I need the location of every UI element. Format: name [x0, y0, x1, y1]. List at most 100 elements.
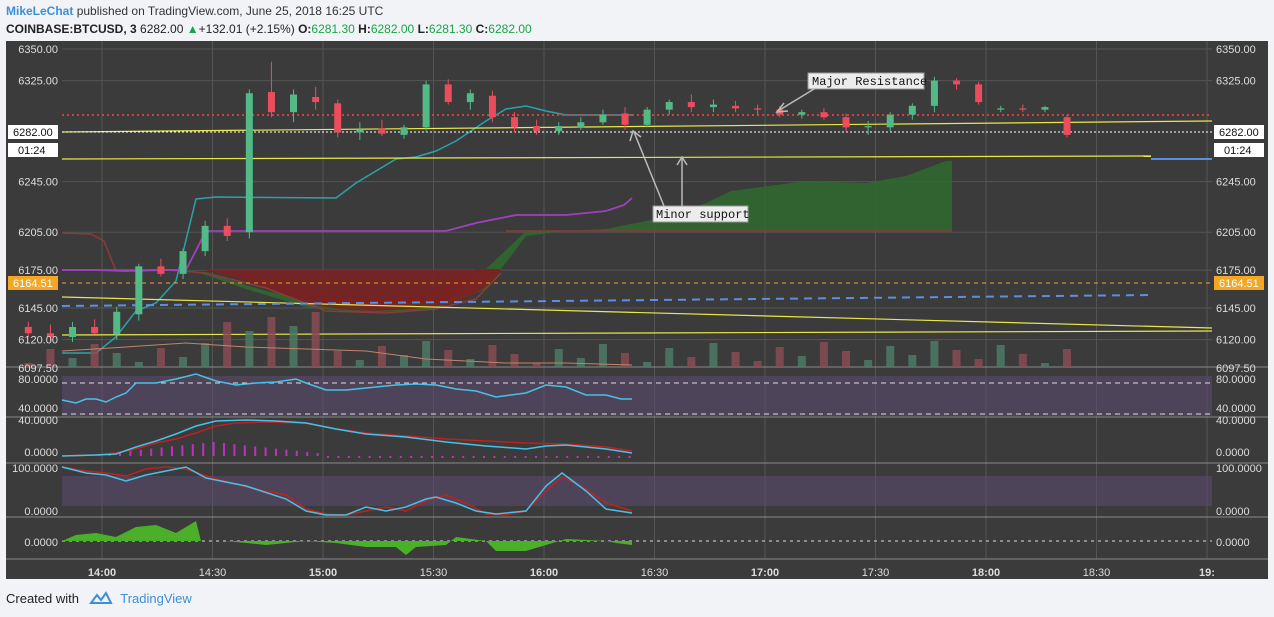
candle-body [378, 128, 386, 134]
stoch-d-line [61, 466, 633, 516]
blue-dashed-line [61, 294, 1152, 307]
volume-bar [532, 363, 541, 367]
price-change: +132.01 (+2.15%) [198, 22, 295, 36]
ao-histogram-positive [62, 521, 201, 541]
volume-bar [156, 348, 165, 367]
rsi-line [61, 373, 632, 404]
candle-body [113, 311, 121, 335]
candle-body [643, 109, 651, 125]
annotation-major-resistance[interactable]: Major Resistance [775, 72, 927, 113]
candle-body [466, 93, 474, 103]
time-tick: 18:30 [1083, 567, 1111, 579]
osc-tick-left: 100.0000 [12, 463, 58, 475]
osc-tick-right: 0.0000 [1216, 506, 1250, 518]
volume-bar [1040, 363, 1049, 367]
time-tick: 15:30 [420, 567, 448, 579]
candle-body [754, 108, 762, 110]
candle-body [422, 84, 430, 128]
candle-body [135, 266, 143, 315]
chart-canvas[interactable]: Major Resistance Minor support 6350.00 63… [6, 41, 1268, 579]
marked-level-label: 6164.51 [13, 278, 53, 290]
macd-line [61, 419, 633, 457]
ao-histogram-negative [226, 537, 632, 555]
volume-bar [46, 349, 55, 367]
trendline-descending [61, 296, 1213, 329]
current-price-box [1214, 125, 1264, 139]
price-tick-left: 6325.00 [18, 76, 58, 88]
volume-bar [245, 331, 254, 367]
footer: Created with TradingView [6, 591, 192, 606]
current-price-label: 6282.00 [1219, 127, 1259, 139]
publish-header: MikeLeChat published on TradingView.com,… [6, 4, 383, 18]
volume-bar [819, 342, 828, 367]
time-tick: 18:00 [972, 567, 1000, 579]
rsi-band [62, 376, 1212, 416]
countdown-label: 01:24 [18, 145, 46, 157]
countdown-label: 01:24 [1224, 145, 1252, 157]
candle-body [599, 114, 607, 123]
candle-body [444, 84, 452, 103]
current-price-box [8, 125, 58, 139]
countdown-box [8, 143, 58, 157]
candle-body [687, 102, 695, 108]
volume-bar [289, 326, 298, 367]
price-tick-left: 6145.00 [18, 303, 58, 315]
close-value: 6282.00 [488, 22, 532, 36]
price-tick-right: 6175.00 [1216, 265, 1256, 277]
arrow-head-icon [676, 155, 688, 166]
marked-level-box [8, 276, 58, 290]
volume-ma [61, 342, 633, 366]
volume-bar [842, 351, 851, 367]
osc-tick-left: 0.0000 [24, 447, 58, 459]
kijun-line [61, 232, 502, 314]
osc-tick-left: 80.0000 [18, 374, 58, 386]
price-tick-right: 6145.00 [1216, 303, 1256, 315]
candles [24, 61, 1071, 343]
price-tick-right: 6120.00 [1216, 335, 1256, 347]
annotation-text: Minor support [656, 208, 750, 222]
volume-bar [377, 346, 386, 367]
open-label: O: [298, 22, 312, 36]
candle-body [1019, 108, 1027, 110]
candle-body [201, 225, 209, 252]
ichimoku-cloud-bearish-2 [62, 270, 502, 311]
price-tick-right: 6245.00 [1216, 177, 1256, 189]
marked-level-box [1214, 276, 1264, 290]
candle-body [930, 80, 938, 106]
stoch-band [62, 476, 1212, 506]
volume-bar [112, 353, 121, 367]
candle-body [179, 251, 187, 274]
price-tick-right: 6325.00 [1216, 76, 1256, 88]
price-tick-left: 6097.50 [18, 363, 58, 375]
created-with-text: Created with [6, 591, 79, 606]
osc-tick-right: 0.0000 [1216, 537, 1250, 549]
candle-body [732, 105, 740, 109]
symbol-bar: COINBASE:BTCUSD, 3 6282.00 ▲+132.01 (+2.… [6, 22, 532, 36]
osc-tick-left: 40.0000 [18, 415, 58, 427]
volume-bar [886, 346, 895, 367]
osc-tick-left: 40.0000 [18, 403, 58, 415]
chart-frame[interactable]: Major Resistance Minor support 6350.00 63… [6, 41, 1268, 579]
volume-bar [510, 354, 519, 367]
high-value: 6282.00 [370, 22, 415, 36]
volume-bar [598, 344, 607, 367]
candle-body [245, 93, 253, 233]
candle-body [975, 84, 983, 103]
author-link[interactable]: MikeLeChat [6, 4, 74, 18]
volume-bar [444, 350, 453, 367]
candle-body [997, 108, 1005, 110]
candle-body [157, 266, 165, 274]
annotation-box [652, 205, 749, 223]
candle-body [511, 117, 519, 128]
volume-bar [731, 352, 740, 367]
volume-bar [400, 355, 409, 367]
tradingview-link[interactable]: TradingView [120, 591, 192, 606]
candle-body [356, 129, 364, 133]
osc-tick-right: 80.0000 [1216, 374, 1256, 386]
volume-bar [908, 355, 917, 367]
low-value: 6281.30 [428, 22, 473, 36]
volume-bar [775, 347, 784, 367]
annotation-minor-support[interactable]: Minor support [629, 129, 750, 223]
volume-bar [90, 344, 99, 367]
volume-bar [643, 362, 652, 367]
